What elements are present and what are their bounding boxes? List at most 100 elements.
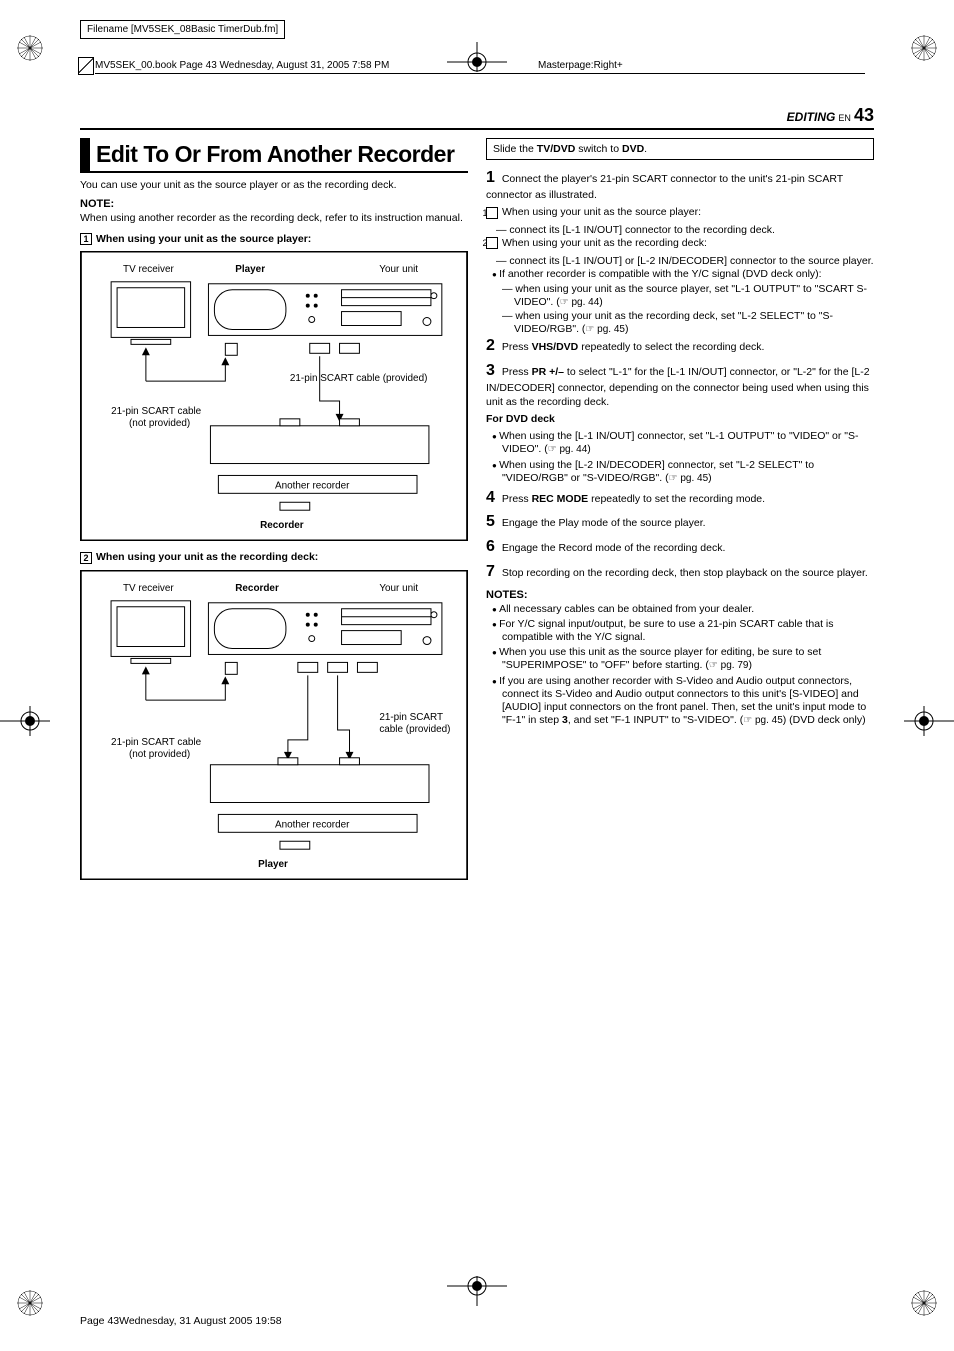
svg-text:Another recorder: Another recorder [275,481,350,492]
svg-text:TV receiver: TV receiver [123,264,174,275]
page-ref: ☞ pg. 44 [560,297,600,308]
text: repeatedly to set the recording mode. [588,493,765,505]
text: Slide the [493,143,537,155]
svg-text:21-pin SCART cable (provided): 21-pin SCART cable (provided) [290,374,428,385]
step-2: 2 Press VHS/DVD repeatedly to select the… [486,336,874,357]
page-header: EDITING EN 43 [80,105,874,130]
connection-diagram-2: TV receiver Recorder Your unit [80,570,468,880]
step-1-sub1: 1 When using your unit as the source play… [486,206,874,220]
text: When using your unit as the source playe… [502,206,701,218]
subheading-1-text: When using your unit as the source playe… [96,233,311,245]
text: Engage the Record mode of the recording … [499,542,725,554]
text: ) [587,443,591,455]
svg-text:TV receiver: TV receiver [123,583,174,594]
svg-text:cable (provided): cable (provided) [379,724,450,735]
page-ref: ☞ pg. 45 [585,324,625,335]
page-ref: ☞ pg. 45 [743,715,783,726]
box-number-2: 2 [80,552,92,564]
register-mark-icon [904,706,954,736]
page-ref: ☞ pg. 45 [669,473,709,484]
svg-text:21-pin SCART cable: 21-pin SCART cable [111,737,202,748]
page-ref: ☞ pg. 44 [548,444,588,455]
page-footer: Page 43Wednesday, 31 August 2005 19:58 [80,1315,282,1327]
svg-text:Your unit: Your unit [379,583,418,594]
crop-mark-icon [17,35,43,61]
note-heading: NOTE: [80,198,468,210]
masterpage-label: Masterpage:Right+ [538,60,623,71]
subheading-2-text: When using your unit as the recording de… [96,551,318,563]
text: Press [499,366,532,378]
text: Press [499,493,532,505]
svg-text:Another recorder: Another recorder [275,819,350,830]
svg-text:(not provided): (not provided) [129,748,190,759]
svg-text:Player: Player [258,859,288,870]
box-number: 2 [486,237,498,249]
page-number: 43 [854,105,874,125]
text: DVD [622,143,644,155]
step-1: 1 Connect the player's 21-pin SCART conn… [486,168,874,202]
title-decorator [80,138,90,173]
svg-text:21-pin SCART: 21-pin SCART [379,712,443,723]
left-column: Edit To Or From Another Recorder You can… [80,138,468,890]
text: . [644,143,647,155]
bullet: If another recorder is compatible with t… [492,268,874,281]
crop-mark-icon [17,1290,43,1316]
text: Press [499,341,532,353]
filename-box: Filename [MV5SEK_08Basic TimerDub.fm] [80,20,285,39]
svg-text:21-pin SCART cable: 21-pin SCART cable [111,406,202,417]
section-title: Edit To Or From Another Recorder [80,138,468,173]
text: , and set "F-1 INPUT" to "S-VIDEO". ( [568,714,743,726]
svg-text:Your unit: Your unit [379,264,418,275]
note-body: When using another recorder as the recor… [80,212,468,225]
lang-label: EN [838,113,851,123]
note-item: For Y/C signal input/output, be sure to … [492,618,874,644]
text: repeatedly to select the recording deck. [578,341,764,353]
step-1-sub2-dash: — connect its [L-1 IN/OUT] or [L-2 IN/DE… [486,255,874,268]
register-mark-icon [447,1276,507,1316]
register-mark-icon [0,706,50,736]
step-3: 3 Press PR +/– to select "L-1" for the [… [486,361,874,409]
text: switch to [575,143,622,155]
bullet: When using the [L-2 IN/DECODER] connecto… [492,459,874,486]
right-column: Slide the TV/DVD switch to DVD. 1 Connec… [486,138,874,890]
crop-mark-icon [911,35,937,61]
text: When using your unit as the recording de… [502,237,707,249]
slide-switch-instruction: Slide the TV/DVD switch to DVD. [486,138,874,160]
intro-text: You can use your unit as the source play… [80,179,468,192]
text: ) [708,472,712,484]
title-text: Edit To Or From Another Recorder [90,138,468,173]
text: — when using your unit as the source pla… [502,283,867,308]
book-info: MV5SEK_00.book Page 43 Wednesday, August… [95,60,865,74]
subheading-1: 1 When using your unit as the source play… [80,233,468,245]
svg-text:Player: Player [235,264,265,275]
step-text: Connect the player's 21-pin SCART connec… [486,173,843,201]
text: ) [748,659,752,671]
step-4: 4 Press REC MODE repeatedly to set the r… [486,488,874,509]
text: ) [625,323,629,335]
step-3-subhead: For DVD deck [486,413,874,426]
sub-dash: — when using your unit as the source pla… [492,283,874,310]
svg-text:(not provided): (not provided) [129,418,190,429]
svg-text:Recorder: Recorder [260,521,304,532]
bullet: When using the [L-1 IN/OUT] connector, s… [492,430,874,457]
section-label: EDITING [787,110,836,124]
note-item: All necessary cables can be obtained fro… [492,603,874,616]
box-number: 1 [486,207,498,219]
step-6: 6 Engage the Record mode of the recordin… [486,537,874,558]
crop-mark-icon [911,1290,937,1316]
text: ) [599,296,603,308]
sub-dash: — when using your unit as the recording … [492,310,874,337]
step-1-sub2: 2 When using your unit as the recording d… [486,237,874,251]
text: TV/DVD [537,143,576,155]
text: Engage the Play mode of the source playe… [499,517,706,529]
connection-diagram-1: TV receiver Player Your unit 21-pin SCAR… [80,251,468,541]
step-1-sub1-dash: — connect its [L-1 IN/OUT] connector to … [486,224,874,237]
box-number-1: 1 [80,233,92,245]
note-item: When you use this unit as the source pla… [492,646,874,673]
notes-heading: NOTES: [486,589,874,601]
step-7: 7 Stop recording on the recording deck, … [486,562,874,583]
subheading-2: 2 When using your unit as the recording d… [80,551,468,563]
page-ref: ☞ pg. 79 [709,660,749,671]
text: VHS/DVD [532,341,579,353]
text: — when using your unit as the recording … [502,310,833,335]
